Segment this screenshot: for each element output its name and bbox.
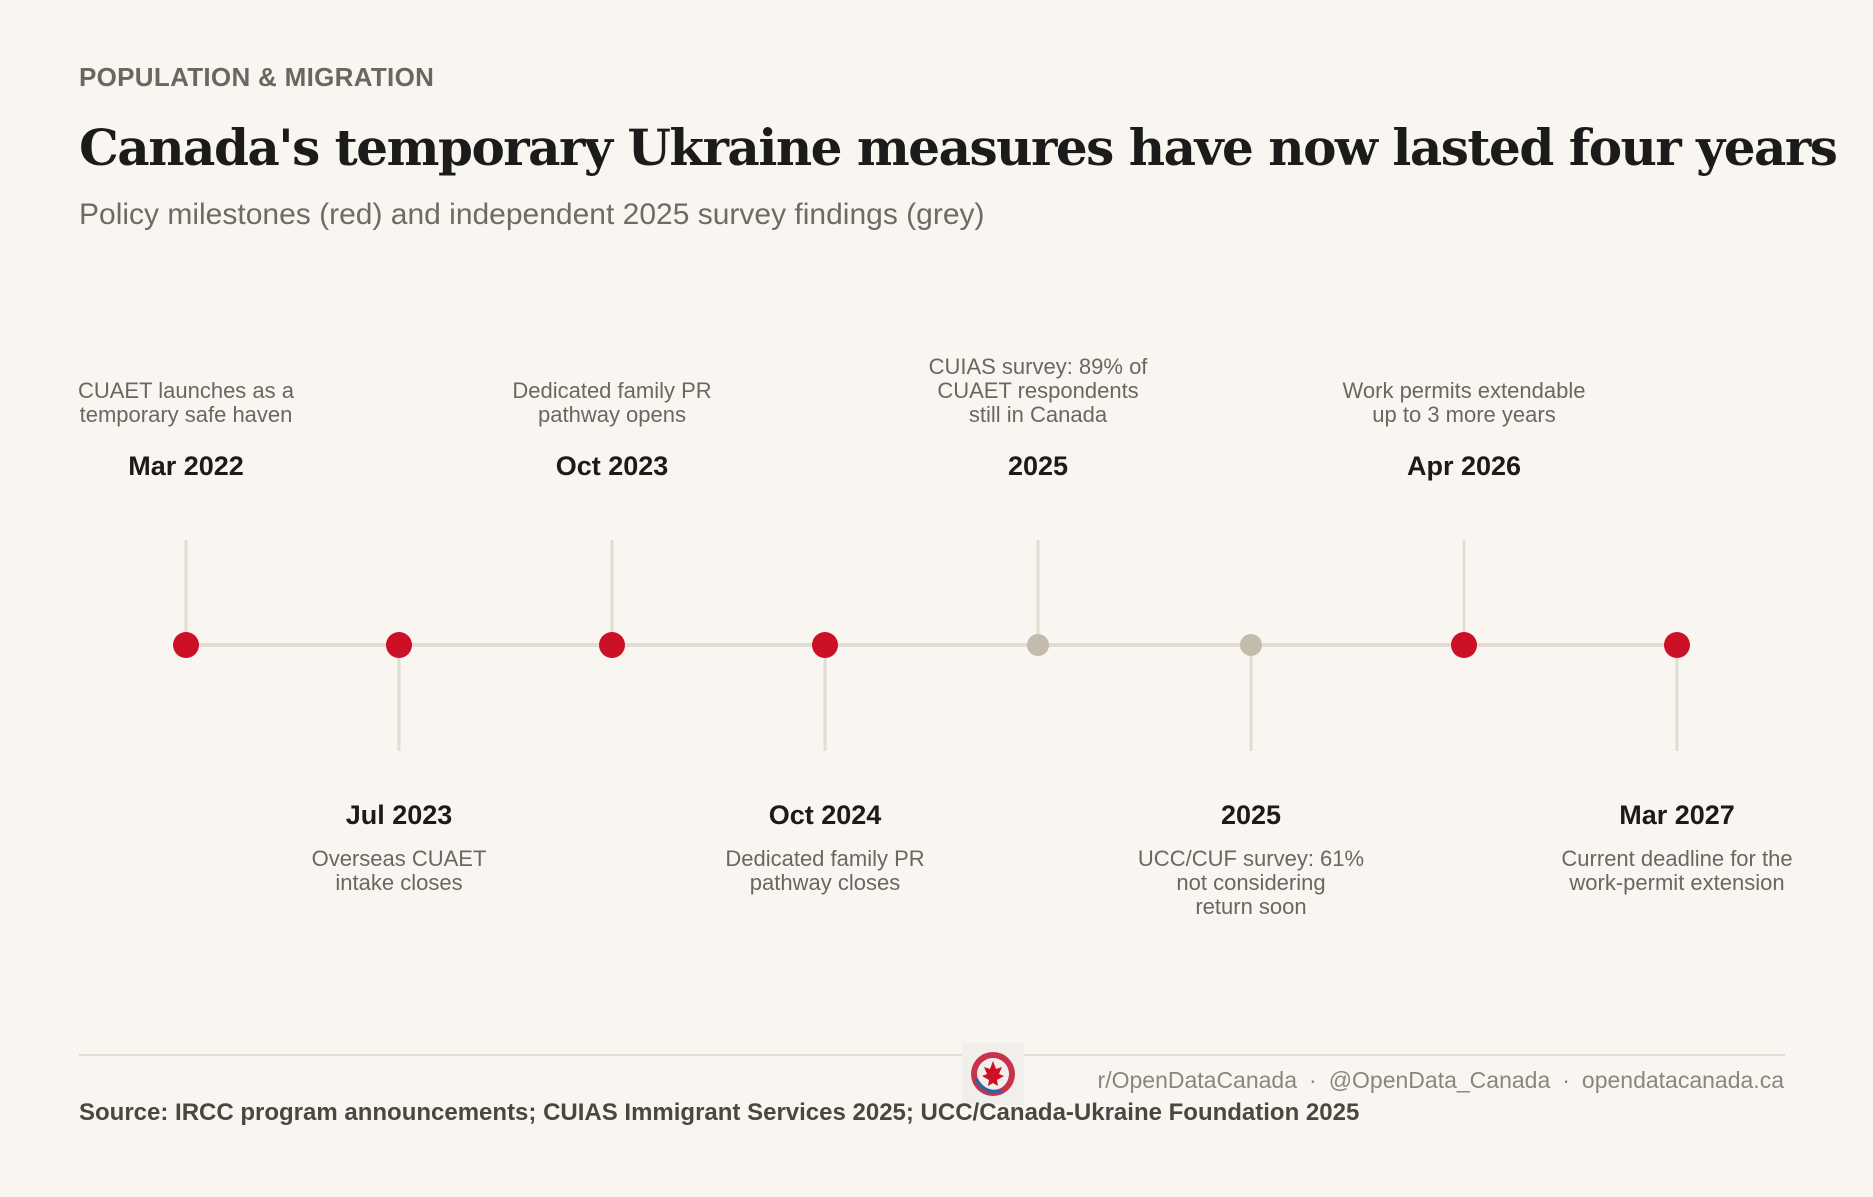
event-description-line: still in Canada [968,402,1108,427]
event-description-line: CUAET launches as a [77,378,295,403]
event-description-line: intake closes [335,870,463,895]
event-description-line: Dedicated family PR [725,846,925,871]
event-description: CUAET launches as a temporary safe haven [26,379,346,427]
event-description: Work permits extendable up to 3 more year… [1304,379,1624,427]
separator: · [1562,1067,1570,1093]
policy-milestone-marker [1664,632,1690,658]
event-date: Oct 2023 [555,451,669,481]
footer-divider [79,1054,1785,1056]
separator: · [1309,1067,1317,1093]
event-description-line: Current deadline for the [1561,846,1793,871]
event-description: Current deadline for the work-permit exte… [1517,847,1837,895]
event-description-line: UCC/CUF survey: 61% [1137,846,1365,871]
event-description-line: not considering [1176,870,1326,895]
event-date: Oct 2024 [768,800,882,830]
event-description: Dedicated family PR pathway closes [665,847,985,895]
event-description-line: work-permit extension [1569,870,1785,895]
brand-links: r/OpenDataCanada · @OpenData_Canada · openda… [1098,1067,1784,1094]
event-date: Jul 2023 [345,800,453,830]
maple-leaf-logo-icon [962,1043,1024,1105]
policy-milestone-marker [173,632,199,658]
policy-milestone-marker [386,632,412,658]
twitter-link[interactable]: @OpenData_Canada [1328,1067,1551,1093]
event-description-line: temporary safe haven [79,402,293,427]
event-description-line: return soon [1195,894,1307,919]
event-description-line: CUAET respondents [937,378,1139,403]
website-link[interactable]: opendatacanada.ca [1581,1067,1784,1093]
event-description-line: CUIAS survey: 89% of [928,354,1148,379]
reddit-link[interactable]: r/OpenDataCanada [1097,1067,1298,1093]
event-description: Dedicated family PR pathway opens [452,379,772,427]
policy-milestone-marker [599,632,625,658]
event-description-line: Work permits extendable [1342,378,1586,403]
event-date: Apr 2026 [1406,451,1522,481]
survey-finding-marker [1240,634,1262,656]
policy-milestone-marker [1451,632,1477,658]
event-date: 2025 [1220,800,1282,830]
event-date: 2025 [1007,451,1069,481]
event-description-line: pathway opens [538,402,686,427]
event-description: CUIAS survey: 89% of CUAET respondents sti… [878,355,1198,427]
survey-finding-marker [1027,634,1049,656]
event-description: UCC/CUF survey: 61% not considering return… [1091,847,1411,919]
event-date: Mar 2027 [1619,800,1735,830]
page-title: Canada's temporary Ukraine measures have… [79,118,1838,177]
event-description-line: up to 3 more years [1372,402,1556,427]
source-note: Source: IRCC program announcements; CUIA… [79,1099,1360,1126]
page-subtitle: Policy milestones (red) and independent … [79,198,985,231]
event-description-line: pathway closes [749,870,901,895]
event-date: Mar 2022 [128,451,244,481]
policy-milestone-marker [812,632,838,658]
event-description-line: Overseas CUAET [311,846,487,871]
event-description: Overseas CUAET intake closes [239,847,559,895]
event-description-line: Dedicated family PR [512,378,712,403]
kicker: POPULATION & MIGRATION [79,62,435,92]
